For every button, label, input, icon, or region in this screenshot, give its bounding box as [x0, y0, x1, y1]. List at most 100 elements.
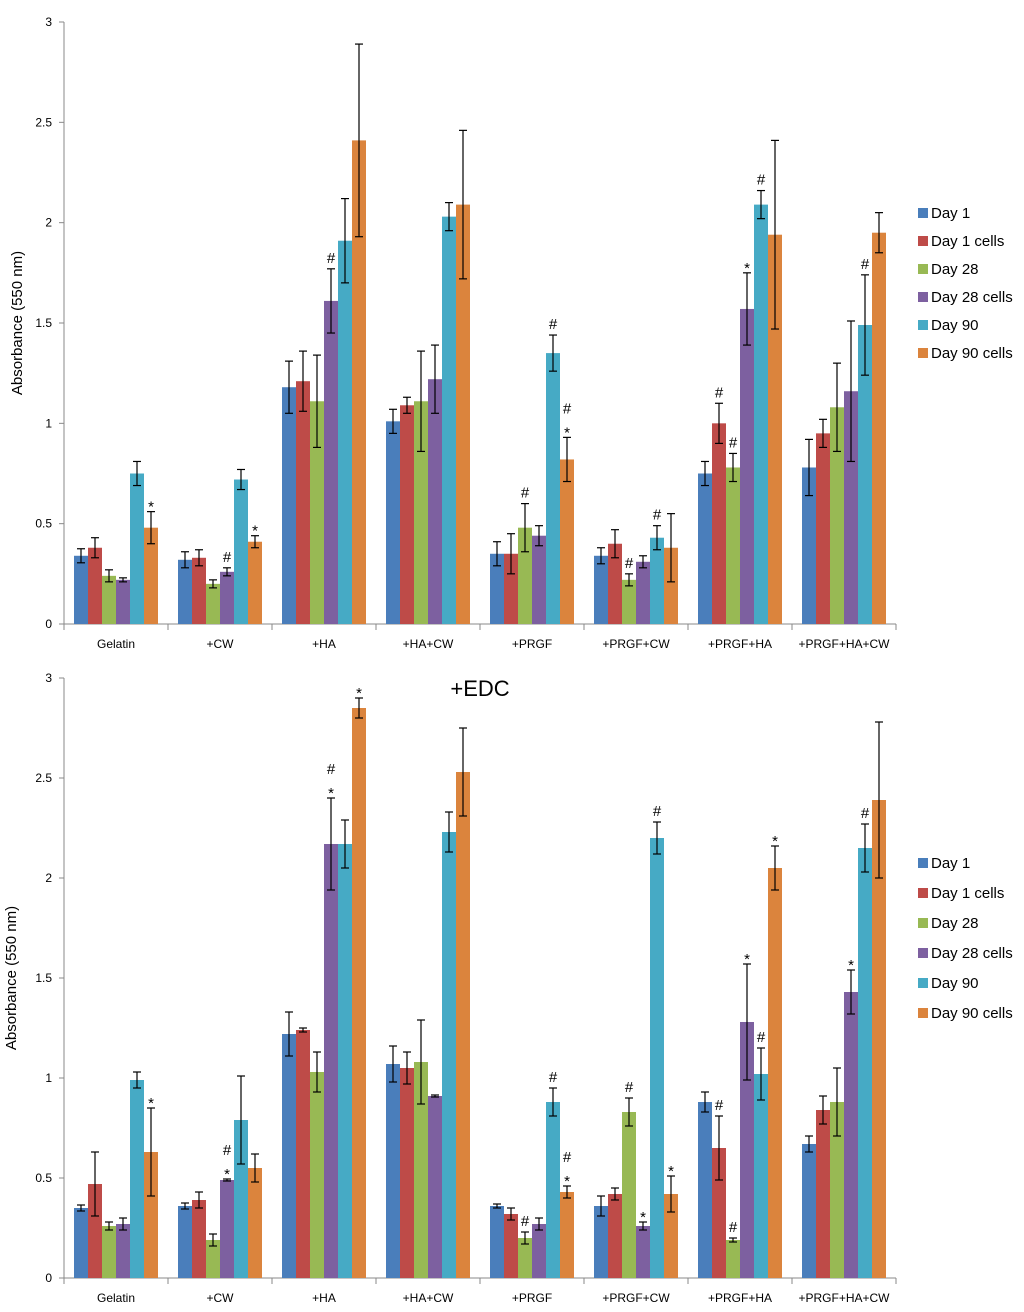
y-tick-label: 2	[45, 216, 52, 230]
significance-mark: #	[549, 1069, 558, 1086]
significance-mark: #	[625, 1079, 634, 1096]
bar	[698, 473, 712, 624]
y-tick-label: 3	[45, 15, 52, 29]
bar	[560, 1192, 574, 1278]
x-tick-label: +PRGF+HA+CW	[798, 637, 890, 651]
x-tick-label: +CW	[207, 1291, 235, 1305]
bar	[872, 232, 886, 624]
bar	[206, 1240, 220, 1278]
bar	[546, 1102, 560, 1278]
legend-swatch	[918, 948, 928, 958]
x-tick-label: +PRGF	[512, 1291, 552, 1305]
bar	[844, 391, 858, 624]
bar	[220, 571, 234, 624]
bar	[504, 1214, 518, 1278]
bar	[248, 1168, 262, 1278]
bar	[594, 555, 608, 624]
bar	[456, 204, 470, 624]
y-tick-label: 2.5	[35, 771, 52, 785]
bar	[88, 547, 102, 624]
legend-label: Day 28	[931, 261, 979, 278]
y-tick-label: 3	[45, 671, 52, 685]
bar	[234, 1120, 248, 1278]
legend-label: Day 1	[931, 855, 970, 872]
significance-mark: #	[757, 172, 766, 189]
bar	[296, 1030, 310, 1278]
legend-label: Day 90	[931, 317, 979, 334]
y-axis-title: Absorbance (550 nm)	[9, 251, 26, 395]
significance-mark: #	[625, 555, 634, 572]
x-tick-label: Gelatin	[97, 637, 135, 651]
significance-mark: #	[521, 1213, 530, 1230]
bar	[192, 1200, 206, 1278]
legend-label: Day 90 cells	[931, 345, 1013, 362]
bar	[282, 387, 296, 624]
y-axis-title: Absorbance (550 nm)	[3, 906, 20, 1050]
x-tick-label: +PRGF+HA	[708, 1291, 772, 1305]
bar	[400, 405, 414, 624]
legend-swatch	[918, 858, 928, 868]
significance-mark: *	[564, 1173, 570, 1190]
bar	[830, 1102, 844, 1278]
bar	[622, 1112, 636, 1278]
bar	[768, 868, 782, 1278]
significance-mark: *	[744, 951, 750, 968]
bar	[712, 423, 726, 624]
legend-swatch	[918, 918, 928, 928]
x-tick-label: +HA+CW	[403, 1291, 454, 1305]
bar	[88, 1184, 102, 1278]
bar	[144, 1152, 158, 1278]
chart-absorbance-edc: +EDC 0 0.5 1 1.5 2 2.5 3 Absorbance (550 nm) Gela…	[3, 671, 1013, 1305]
significance-mark: *	[252, 523, 258, 540]
legend-swatch	[918, 236, 928, 246]
x-tick-label: +HA	[312, 1291, 336, 1305]
bar	[518, 1238, 532, 1278]
legend-label: Day 90	[931, 975, 979, 992]
bar	[560, 459, 574, 624]
y-tick-label: 1.5	[35, 316, 52, 330]
bar	[386, 421, 400, 624]
bar	[768, 234, 782, 624]
x-tick-label: +HA	[312, 637, 336, 651]
bar	[754, 204, 768, 624]
y-tick-label: 0	[45, 617, 52, 631]
significance-mark: #	[563, 1149, 572, 1166]
significance-mark: #	[729, 1219, 738, 1236]
bar	[456, 772, 470, 1278]
bar	[664, 547, 678, 624]
bar	[622, 579, 636, 624]
bar	[802, 1144, 816, 1278]
bar	[830, 407, 844, 624]
bar	[490, 553, 504, 624]
bar	[234, 479, 248, 624]
significance-mark: #	[521, 485, 530, 502]
y-tick-label: 1	[45, 1071, 52, 1085]
significance-mark: *	[744, 260, 750, 277]
bar	[386, 1064, 400, 1278]
legend-label: Day 1 cells	[931, 233, 1004, 250]
significance-mark: #	[327, 250, 336, 267]
significance-mark: #	[549, 316, 558, 333]
bar	[442, 832, 456, 1278]
bar	[858, 325, 872, 624]
x-tick-label: +PRGF+HA+CW	[798, 1291, 890, 1305]
x-tick-label: +HA+CW	[403, 637, 454, 651]
bar	[220, 1180, 234, 1278]
bar	[608, 543, 622, 624]
significance-mark: #	[757, 1029, 766, 1046]
bar	[428, 379, 442, 624]
x-tick-label: Gelatin	[97, 1291, 135, 1305]
bar	[206, 583, 220, 624]
x-tick-label: +PRGF+CW	[602, 1291, 670, 1305]
bar	[74, 1208, 88, 1278]
legend-label: Day 28 cells	[931, 289, 1013, 306]
bar	[442, 216, 456, 624]
y-tick-label: 2	[45, 871, 52, 885]
bar	[192, 557, 206, 624]
bar	[178, 1206, 192, 1278]
significance-mark: #	[563, 400, 572, 417]
legend-label: Day 90 cells	[931, 1005, 1013, 1022]
bar	[532, 535, 546, 624]
chart-title: +EDC	[450, 676, 509, 701]
legend-swatch	[918, 348, 928, 358]
